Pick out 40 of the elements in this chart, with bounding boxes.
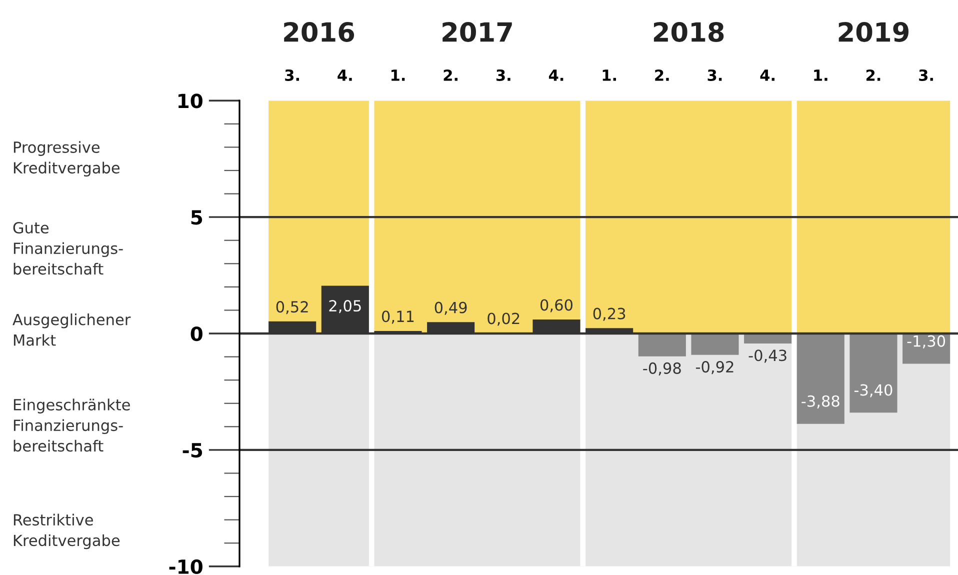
x-tick-label: 2. [655, 69, 669, 81]
x-tick-label: 4. [760, 70, 774, 81]
x-tick-label: 1. [602, 70, 616, 81]
data-label: 0,23 [593, 308, 626, 321]
y-tick-label: 5 [191, 210, 202, 225]
x-tick-label: 3. [708, 69, 722, 81]
text: Progressive Kreditvergabe [14, 141, 120, 177]
x-tick-label: 4. [338, 70, 352, 81]
data-label: -1,30 [907, 335, 946, 348]
data-label: -3,88 [802, 395, 840, 408]
x-tick-label: 1. [392, 70, 405, 81]
text: Restriktive Kreditvergabe [14, 514, 120, 550]
data-label: 0,11 [382, 310, 414, 324]
x-tick-label: 4. [548, 70, 564, 81]
data-label: 0,49 [434, 302, 467, 315]
text: 2019 [838, 22, 909, 42]
text: Ausgeglichener Markt [12, 313, 131, 346]
data-label: 0,60 [540, 299, 572, 312]
y-tick-label: -5 [182, 443, 202, 458]
x-tick-label: 3. [496, 69, 510, 81]
data-label: 0,02 [488, 312, 520, 326]
data-label: -3,40 [854, 384, 892, 398]
y-tick-label: 10 [178, 94, 202, 108]
data-label: 2,05 [329, 300, 361, 314]
x-tick-label: 3. [919, 69, 933, 81]
data-label: -0,92 [696, 361, 734, 374]
data-label: 0,52 [276, 301, 308, 314]
text: Gute Finanzierungs- bereitschaft [13, 222, 123, 275]
x-tick-label: 1. [814, 70, 828, 81]
x-tick-label: 2. [866, 69, 880, 81]
text: Eingeschränkte Finanzierungs- bereitschaft [14, 398, 130, 452]
x-tick-label: 2. [444, 69, 458, 81]
text: 2017 [442, 22, 512, 42]
x-tick-label: 3. [285, 69, 299, 81]
data-label: -0,43 [748, 350, 786, 363]
y-tick-label: 0 [190, 326, 202, 342]
y-tick-label: -10 [169, 559, 202, 574]
data-label: -0,98 [643, 362, 681, 376]
text: 2016 [284, 22, 354, 42]
text: 2018 [654, 22, 724, 42]
